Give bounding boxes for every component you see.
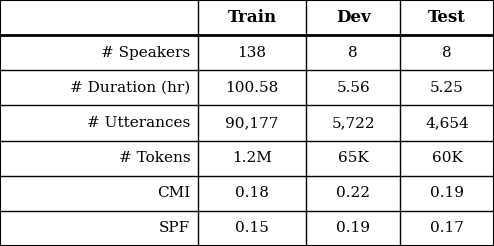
Text: 90,177: 90,177 [225,116,279,130]
Text: CMI: CMI [157,186,190,200]
Text: 4,654: 4,654 [425,116,469,130]
Text: # Speakers: # Speakers [101,46,190,60]
Text: Train: Train [227,9,277,26]
Text: 5.25: 5.25 [430,81,464,95]
Text: 8: 8 [442,46,452,60]
Text: 5,722: 5,722 [331,116,375,130]
Text: 1.2M: 1.2M [232,151,272,165]
Text: 65K: 65K [338,151,369,165]
Text: 0.15: 0.15 [235,221,269,235]
Text: 5.56: 5.56 [336,81,370,95]
Text: 8: 8 [348,46,358,60]
Text: 0.17: 0.17 [430,221,464,235]
Text: # Utterances: # Utterances [87,116,190,130]
Text: 100.58: 100.58 [225,81,279,95]
Text: SPF: SPF [159,221,190,235]
Text: 138: 138 [238,46,266,60]
Text: 0.18: 0.18 [235,186,269,200]
Text: 0.19: 0.19 [336,221,370,235]
Text: # Duration (hr): # Duration (hr) [70,81,190,95]
Text: # Tokens: # Tokens [119,151,190,165]
Text: Test: Test [428,9,466,26]
Text: Dev: Dev [336,9,370,26]
Text: 0.19: 0.19 [430,186,464,200]
Text: 60K: 60K [432,151,462,165]
Text: 0.22: 0.22 [336,186,370,200]
